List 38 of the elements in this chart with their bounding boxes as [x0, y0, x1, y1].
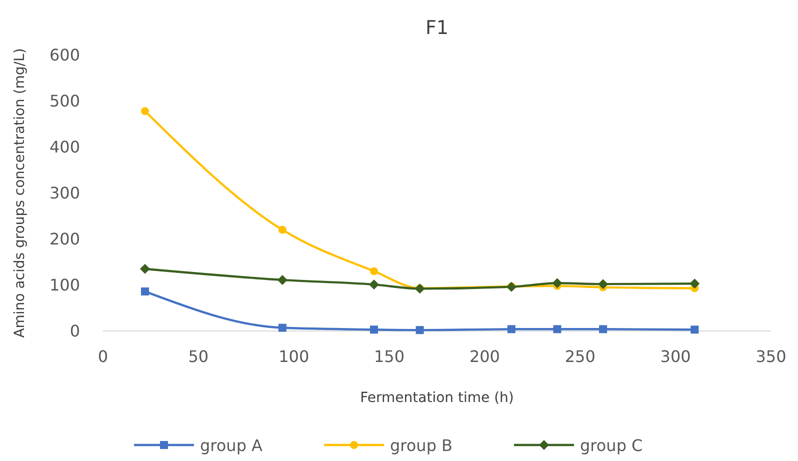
- point: [370, 326, 378, 334]
- point: [278, 324, 286, 332]
- y-tick-label: 600: [49, 46, 80, 65]
- y-tick-label: 100: [49, 276, 80, 295]
- point: [690, 278, 700, 289]
- point: [598, 279, 608, 290]
- legend-label: group C: [580, 436, 643, 455]
- x-tick-label: 200: [469, 347, 500, 366]
- x-tick-label: 150: [374, 347, 405, 366]
- point: [369, 280, 380, 290]
- y-tick-label: 400: [49, 138, 80, 157]
- x-tick-label: 300: [660, 347, 691, 366]
- chart-title: F1: [425, 17, 449, 39]
- y-axis-title: Amino acids groups concentration (mg/L): [12, 48, 28, 338]
- point: [140, 264, 150, 274]
- point: [278, 226, 286, 234]
- x-tick-label: 100: [278, 347, 310, 366]
- point: [370, 267, 378, 276]
- x-tick-label: 350: [756, 347, 786, 366]
- y-tick-label: 500: [49, 92, 80, 111]
- x-tick-label: 50: [188, 347, 209, 366]
- x-axis-title: Fermentation time (h): [360, 390, 514, 406]
- point: [140, 287, 149, 296]
- point: [277, 274, 288, 285]
- point: [690, 326, 699, 334]
- point: [599, 325, 608, 334]
- y-tick-label: 200: [49, 230, 80, 249]
- point: [416, 326, 424, 334]
- legend-label: group A: [200, 436, 263, 455]
- y-tick-label: 0: [70, 322, 80, 341]
- y-tick-label: 300: [49, 184, 80, 203]
- legend-label: group B: [390, 436, 453, 455]
- point: [553, 325, 562, 334]
- point: [507, 325, 516, 334]
- x-tick-label: 0: [98, 347, 108, 366]
- point: [552, 278, 562, 288]
- x-tick-label: 250: [564, 347, 596, 366]
- point: [140, 107, 149, 116]
